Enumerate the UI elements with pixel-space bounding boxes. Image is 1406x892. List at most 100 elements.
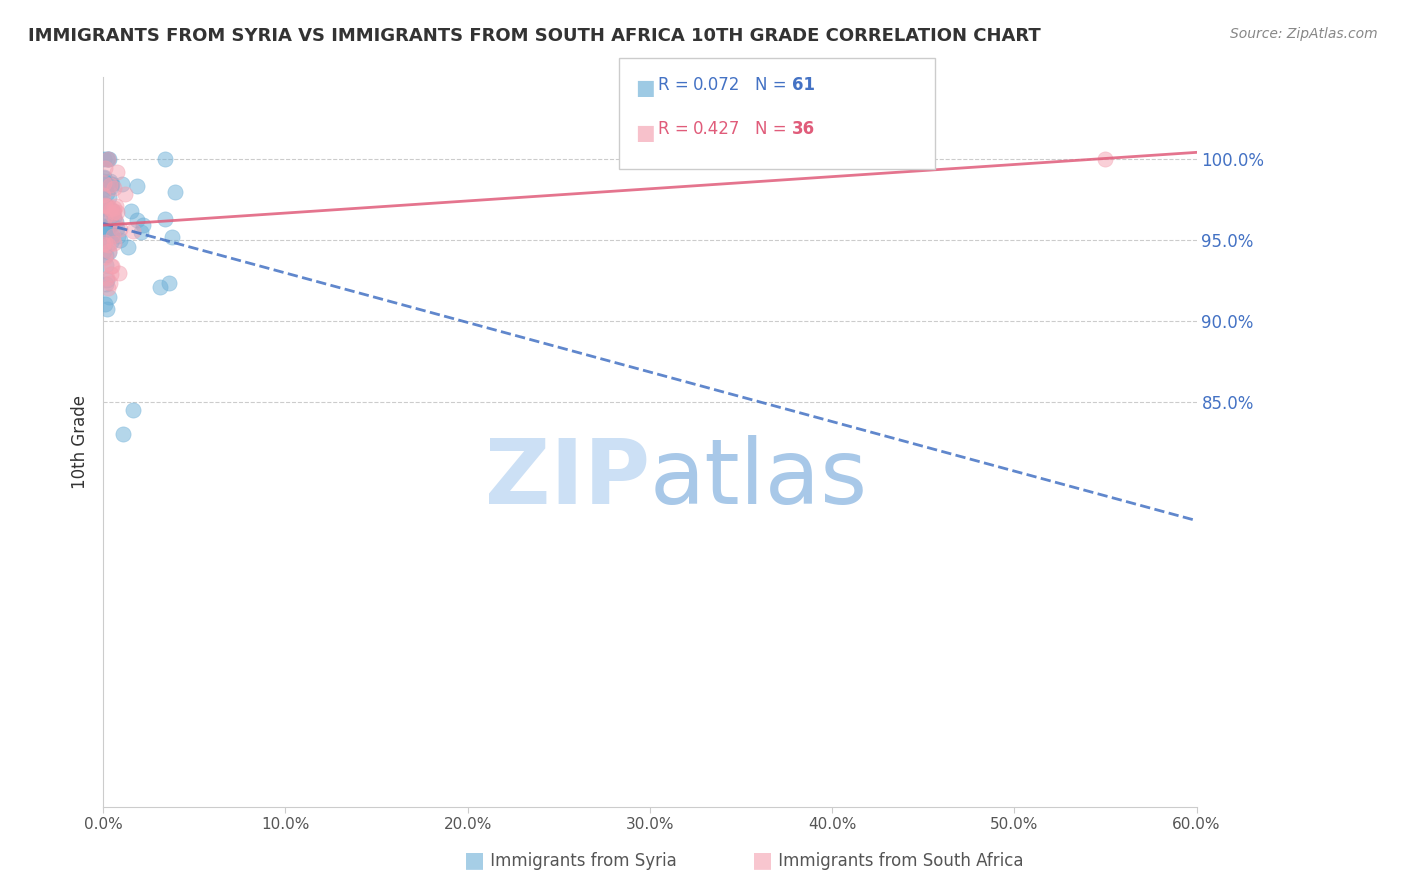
Point <box>105 205 128 219</box>
Text: R =: R = <box>658 120 695 138</box>
Text: N =: N = <box>755 120 792 138</box>
Point <box>97 152 120 166</box>
Point <box>103 236 125 251</box>
Point <box>94 210 117 224</box>
Point <box>103 228 125 243</box>
Point <box>93 230 115 244</box>
Point <box>101 217 124 231</box>
Point <box>96 258 118 272</box>
Point <box>94 182 117 196</box>
Point <box>103 202 125 216</box>
Point <box>96 273 118 287</box>
Point <box>91 174 114 188</box>
Point <box>101 228 124 243</box>
Text: 0.072: 0.072 <box>693 76 741 94</box>
Point <box>105 199 128 213</box>
Point <box>122 402 145 417</box>
Point <box>98 202 121 216</box>
Text: R =: R = <box>658 76 695 94</box>
Point <box>91 208 114 222</box>
Point <box>93 237 115 252</box>
Text: ■: ■ <box>752 850 773 870</box>
Point <box>111 177 134 191</box>
Point <box>94 198 117 212</box>
Point <box>96 270 118 285</box>
Point <box>120 204 142 219</box>
Point <box>96 248 118 262</box>
Text: Immigrants from South Africa: Immigrants from South Africa <box>773 852 1024 870</box>
Point <box>93 161 115 176</box>
Point <box>96 202 118 217</box>
Point <box>101 203 124 218</box>
Point <box>97 224 120 238</box>
Point <box>94 199 117 213</box>
Point <box>94 197 117 211</box>
Point <box>127 213 149 227</box>
Point <box>107 228 129 243</box>
Point <box>98 244 121 258</box>
Point <box>104 213 127 227</box>
Point <box>98 218 121 232</box>
Y-axis label: 10th Grade: 10th Grade <box>72 395 89 489</box>
Point <box>93 226 115 240</box>
Point <box>100 268 122 282</box>
Text: N =: N = <box>755 76 792 94</box>
Text: 0.427: 0.427 <box>693 120 741 138</box>
Text: Immigrants from Syria: Immigrants from Syria <box>485 852 676 870</box>
Point <box>101 207 124 221</box>
Point <box>97 245 120 260</box>
Text: ■: ■ <box>636 123 655 143</box>
Point <box>165 186 187 200</box>
Point <box>122 224 145 238</box>
Point <box>149 280 172 294</box>
Point <box>157 276 180 290</box>
Point <box>94 277 117 291</box>
Point <box>97 281 120 295</box>
Point <box>97 238 120 252</box>
Point <box>103 181 125 195</box>
Point <box>100 259 122 273</box>
Point <box>96 152 118 166</box>
Text: Source: ZipAtlas.com: Source: ZipAtlas.com <box>1230 27 1378 41</box>
Text: atlas: atlas <box>650 434 868 523</box>
Point <box>103 205 125 219</box>
Point <box>100 235 122 249</box>
Point <box>94 296 117 310</box>
Point <box>94 250 117 264</box>
Point <box>105 221 128 235</box>
Point <box>108 233 131 247</box>
Point <box>97 152 120 166</box>
Point <box>100 259 122 273</box>
Point <box>162 229 184 244</box>
Point <box>108 266 131 280</box>
Point <box>93 170 115 185</box>
Point <box>101 177 124 191</box>
Point <box>1094 152 1116 166</box>
Point <box>153 211 176 226</box>
Point <box>97 199 120 213</box>
Text: ■: ■ <box>636 78 655 98</box>
Point <box>108 222 131 236</box>
Point <box>97 290 120 304</box>
Point <box>100 180 122 194</box>
Point <box>93 207 115 221</box>
Point <box>100 202 122 216</box>
Point <box>93 244 115 259</box>
Point <box>153 152 176 166</box>
Point <box>97 152 120 166</box>
Point <box>100 177 122 191</box>
Point <box>93 152 115 166</box>
Text: ■: ■ <box>464 850 485 870</box>
Point <box>93 235 115 249</box>
Point <box>93 235 115 250</box>
Point <box>96 219 118 234</box>
Point <box>114 186 136 201</box>
Point <box>132 219 155 233</box>
Point <box>93 171 115 186</box>
Text: ZIP: ZIP <box>485 434 650 523</box>
Point <box>111 427 134 442</box>
Point <box>94 200 117 214</box>
Point <box>93 176 115 190</box>
Point <box>93 219 115 233</box>
Text: IMMIGRANTS FROM SYRIA VS IMMIGRANTS FROM SOUTH AFRICA 10TH GRADE CORRELATION CHA: IMMIGRANTS FROM SYRIA VS IMMIGRANTS FROM… <box>28 27 1040 45</box>
